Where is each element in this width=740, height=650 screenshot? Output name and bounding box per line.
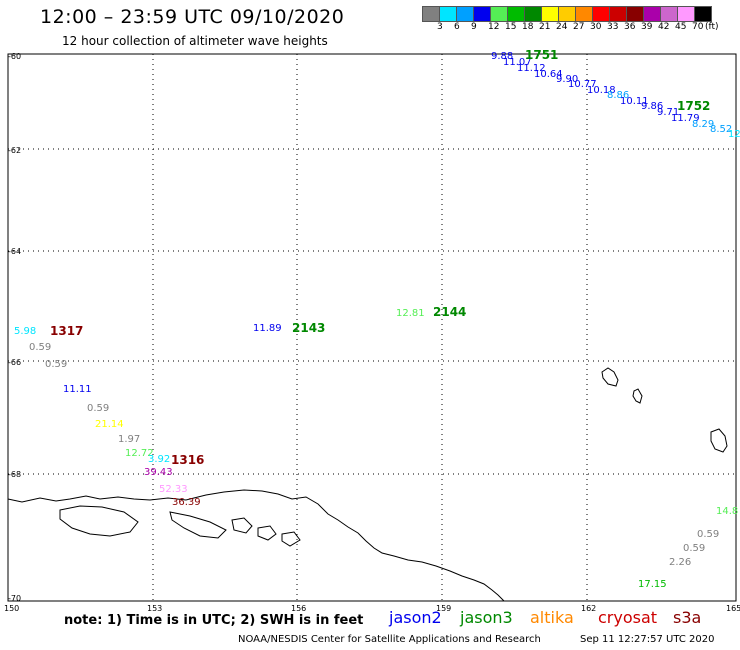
color-scale-label: 24 — [556, 22, 568, 32]
wave-height-obs: 52.33 — [159, 484, 188, 495]
satellite-legend-jason3: jason3 — [460, 608, 513, 627]
wave-height-obs: 11.11 — [63, 384, 92, 395]
grid-lines — [8, 54, 736, 601]
satellite-legend-altika: altika — [530, 608, 574, 627]
coast-islet-3 — [281, 531, 301, 547]
lat-label-68: -68 — [8, 470, 22, 479]
wave-height-obs: 9.86 — [641, 101, 664, 112]
balleny-island-2 — [632, 388, 643, 404]
lon-label-153: 153 — [147, 604, 163, 613]
color-scale-label: 42 — [658, 22, 670, 32]
pass-time-label: 2144 — [433, 305, 467, 319]
wave-height-obs: 0.59 — [45, 359, 68, 370]
color-scale-label: 6 — [454, 22, 460, 32]
coast-islet-1 — [231, 517, 253, 534]
color-scale-label: 39 — [641, 22, 653, 32]
lat-label-60: -60 — [8, 52, 22, 61]
generation-timestamp: Sep 11 12:27:57 UTC 2020 — [580, 634, 715, 645]
wave-height-obs: 9.71 — [657, 107, 680, 118]
color-scale-label: 9 — [471, 22, 477, 32]
color-scale-label: 36 — [624, 22, 636, 32]
color-scale-label: 21 — [539, 22, 551, 32]
wave-height-obs: 12.81 — [396, 308, 425, 319]
wave-height-obs: 3.92 — [148, 454, 171, 465]
wave-height-obs: 12 — [728, 129, 740, 140]
satellite-legend-s3a: s3a — [673, 608, 702, 627]
coast-islet-2 — [257, 525, 277, 541]
satellite-legend-jason2: jason2 — [389, 608, 442, 627]
wave-height-obs: 5.98 — [14, 326, 37, 337]
balleny-island-1 — [601, 367, 619, 387]
ice-shelf-loop — [59, 505, 139, 537]
satellite-legend-cryosat: cryosat — [598, 608, 658, 627]
pass-time-label: 1752 — [677, 99, 711, 113]
pass-time-label: 2143 — [292, 321, 326, 335]
color-scale-unit: (ft) — [705, 22, 719, 32]
antarctic-coastline — [7, 489, 505, 602]
credit-line: NOAA/NESDIS Center for Satellite Applica… — [238, 634, 541, 645]
color-scale-labels: 3 6 9 12 15 18 21 24 27 30 33 36 39 42 45 70 (ft) — [422, 22, 740, 34]
lon-label-162: 162 — [581, 604, 597, 613]
wave-height-obs: 1.97 — [118, 434, 141, 445]
color-scale-label: 3 — [437, 22, 443, 32]
map-title: 12:00 – 23:59 UTC 09/10/2020 — [40, 6, 345, 28]
wave-height-obs: 36.39 — [172, 497, 201, 508]
color-scale-label: 70 — [692, 22, 704, 32]
wave-height-obs: 8.52 — [710, 124, 733, 135]
wave-height-obs: 10.18 — [587, 85, 616, 96]
wave-height-obs: 9.90 — [556, 74, 579, 85]
map-frame — [7, 53, 737, 602]
wave-height-obs: 11.12 — [517, 63, 546, 74]
wave-height-obs: 39.43 — [144, 467, 173, 478]
wave-height-obs: 8.86 — [607, 90, 630, 101]
lat-label-62: -62 — [8, 146, 22, 155]
color-scale-swatch — [694, 6, 712, 22]
color-scale-label: 15 — [505, 22, 517, 32]
wave-height-obs: 10.77 — [568, 79, 597, 90]
lat-label-64: -64 — [8, 247, 22, 256]
color-scale-label: 30 — [590, 22, 602, 32]
ice-shelf-inlet — [169, 511, 227, 539]
wave-height-obs: 8.29 — [692, 119, 715, 130]
wave-height-obs: 0.59 — [683, 543, 706, 554]
lon-label-150: 150 — [4, 604, 20, 613]
wave-height-obs: 21.14 — [95, 419, 124, 430]
wave-height-obs: 12.72 — [125, 448, 154, 459]
wave-height-obs: 9.88 — [491, 51, 514, 62]
lon-label-156: 156 — [291, 604, 307, 613]
color-scale — [422, 6, 712, 22]
wave-height-obs: 10.11 — [620, 96, 649, 107]
lon-label-165: 165 — [726, 604, 740, 613]
lat-label-70: -70 — [8, 594, 22, 603]
pass-time-label: 1316 — [171, 453, 205, 467]
color-scale-label: 18 — [522, 22, 534, 32]
color-scale-label: 27 — [573, 22, 585, 32]
pass-time-label: 1751 — [525, 48, 559, 62]
balleny-island-3 — [710, 428, 728, 453]
wave-height-obs: 0.59 — [87, 403, 110, 414]
lat-label-66: -66 — [8, 358, 22, 367]
footer-note: note: 1) Time is in UTC; 2) SWH is in fe… — [64, 613, 364, 628]
color-scale-label: 33 — [607, 22, 619, 32]
wave-height-obs: 0.59 — [29, 342, 52, 353]
wave-height-obs: 11.89 — [253, 323, 282, 334]
coastline — [7, 367, 728, 602]
lon-label-159: 159 — [436, 604, 452, 613]
color-scale-label: 12 — [488, 22, 500, 32]
pass-time-label: 1317 — [50, 324, 84, 338]
wave-height-obs: 11.79 — [671, 113, 700, 124]
wave-height-obs: 2.26 — [669, 557, 692, 568]
wave-height-obs: 0.59 — [697, 529, 720, 540]
wave-height-obs: 10.64 — [534, 69, 563, 80]
map-subtitle: 12 hour collection of altimeter wave hei… — [62, 34, 328, 48]
wave-height-obs: 17.15 — [638, 579, 667, 590]
wave-height-obs: 11.07 — [503, 57, 532, 68]
color-scale-label: 45 — [675, 22, 687, 32]
wave-height-obs: 14.8 — [716, 506, 739, 517]
